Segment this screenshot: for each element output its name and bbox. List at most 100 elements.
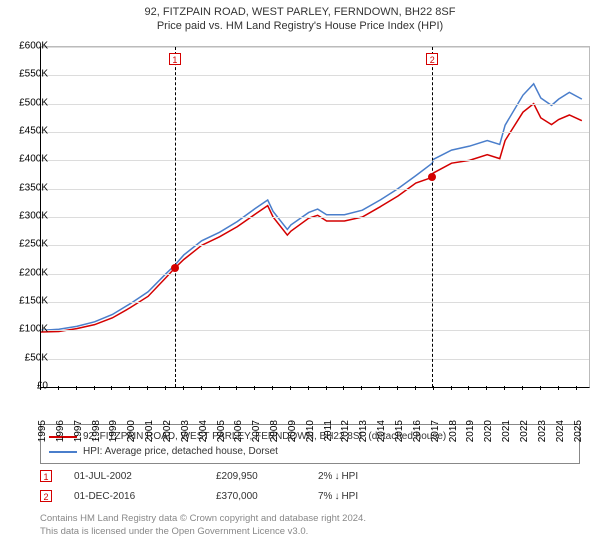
- x-axis-label: 2015: [394, 420, 405, 442]
- sale-marker-box-1: 1: [169, 53, 181, 65]
- x-axis-label: 2008: [269, 420, 280, 442]
- x-tick: [540, 386, 541, 390]
- x-axis-label: 2023: [537, 420, 548, 442]
- x-axis-label: 2020: [483, 420, 494, 442]
- x-tick: [504, 386, 505, 390]
- x-tick: [111, 386, 112, 390]
- gridline-h: [41, 359, 589, 360]
- y-axis-label: £250K: [4, 239, 48, 250]
- y-axis-label: £150K: [4, 296, 48, 307]
- x-axis-label: 2014: [376, 420, 387, 442]
- y-axis-label: £400K: [4, 154, 48, 165]
- x-tick: [397, 386, 398, 390]
- y-axis-label: £200K: [4, 267, 48, 278]
- x-axis-label: 1996: [55, 420, 66, 442]
- x-axis-label: 2005: [216, 420, 227, 442]
- down-arrow-icon: [334, 491, 339, 502]
- gridline-h: [41, 217, 589, 218]
- x-tick: [343, 386, 344, 390]
- x-tick: [254, 386, 255, 390]
- sale-price-1: £209,950: [216, 471, 296, 482]
- x-tick: [451, 386, 452, 390]
- x-tick: [290, 386, 291, 390]
- x-tick: [147, 386, 148, 390]
- x-axis-label: 2022: [519, 420, 530, 442]
- x-axis-label: 2024: [555, 420, 566, 442]
- sale-date-2: 01-DEC-2016: [74, 491, 194, 502]
- gridline-h: [41, 189, 589, 190]
- sale-dot-1: [171, 264, 179, 272]
- y-axis-label: £0: [4, 381, 48, 392]
- x-axis-label: 2000: [126, 420, 137, 442]
- y-axis-label: £350K: [4, 182, 48, 193]
- x-axis-label: 1998: [91, 420, 102, 442]
- x-tick: [165, 386, 166, 390]
- title-block: 92, FITZPAIN ROAD, WEST PARLEY, FERNDOWN…: [0, 0, 600, 34]
- gridline-h: [41, 302, 589, 303]
- y-axis-label: £450K: [4, 126, 48, 137]
- x-tick: [522, 386, 523, 390]
- plot-area: 12: [40, 46, 590, 388]
- legend-row-hpi: HPI: Average price, detached house, Dors…: [49, 444, 571, 459]
- x-axis-label: 2002: [162, 420, 173, 442]
- x-axis-label: 2025: [573, 420, 584, 442]
- x-axis-label: 2001: [144, 420, 155, 442]
- gridline-h: [41, 330, 589, 331]
- y-axis-label: £550K: [4, 69, 48, 80]
- sales-table: 1 01-JUL-2002 £209,950 2% HPI 2 01-DEC-2…: [40, 466, 580, 506]
- x-axis-label: 2010: [305, 420, 316, 442]
- x-tick: [94, 386, 95, 390]
- y-axis-label: £500K: [4, 97, 48, 108]
- x-tick: [219, 386, 220, 390]
- gridline-h: [41, 274, 589, 275]
- x-tick: [40, 386, 41, 390]
- footer-attribution: Contains HM Land Registry data © Crown c…: [40, 512, 580, 538]
- x-axis-label: 1995: [37, 420, 48, 442]
- sale-vline-2: [432, 47, 433, 387]
- x-tick: [558, 386, 559, 390]
- gridline-h: [41, 245, 589, 246]
- chart-container: 92, FITZPAIN ROAD, WEST PARLEY, FERNDOWN…: [0, 0, 600, 560]
- gridline-h: [41, 47, 589, 48]
- x-axis-label: 1997: [73, 420, 84, 442]
- x-tick: [272, 386, 273, 390]
- x-axis-label: 2021: [501, 420, 512, 442]
- gridline-h: [41, 160, 589, 161]
- x-tick: [576, 386, 577, 390]
- sales-row-2: 2 01-DEC-2016 £370,000 7% HPI: [40, 486, 580, 506]
- y-axis-label: £50K: [4, 352, 48, 363]
- sales-row-1: 1 01-JUL-2002 £209,950 2% HPI: [40, 466, 580, 486]
- x-tick: [76, 386, 77, 390]
- gridline-h: [41, 104, 589, 105]
- x-axis-label: 2019: [465, 420, 476, 442]
- x-tick: [361, 386, 362, 390]
- y-axis-label: £100K: [4, 324, 48, 335]
- x-tick: [129, 386, 130, 390]
- x-tick: [183, 386, 184, 390]
- x-tick: [486, 386, 487, 390]
- x-tick: [326, 386, 327, 390]
- x-axis-label: 2006: [233, 420, 244, 442]
- series-line-hpi: [41, 84, 582, 331]
- sale-marker-1: 1: [40, 470, 52, 482]
- x-tick: [468, 386, 469, 390]
- legend-label-hpi: HPI: Average price, detached house, Dors…: [83, 444, 278, 459]
- x-tick: [415, 386, 416, 390]
- x-axis-label: 2016: [412, 420, 423, 442]
- gridline-h: [41, 75, 589, 76]
- sale-dot-2: [428, 173, 436, 181]
- title-main: 92, FITZPAIN ROAD, WEST PARLEY, FERNDOWN…: [10, 6, 590, 18]
- legend-label-property: 92, FITZPAIN ROAD, WEST PARLEY, FERNDOWN…: [83, 429, 446, 444]
- x-axis-label: 2013: [358, 420, 369, 442]
- x-axis-label: 2009: [287, 420, 298, 442]
- title-sub: Price paid vs. HM Land Registry's House …: [10, 20, 590, 32]
- y-axis-label: £600K: [4, 41, 48, 52]
- y-axis-label: £300K: [4, 211, 48, 222]
- x-tick: [308, 386, 309, 390]
- x-tick: [433, 386, 434, 390]
- sale-diff-2: 7% HPI: [318, 491, 398, 502]
- x-axis-label: 2003: [180, 420, 191, 442]
- down-arrow-icon: [334, 471, 339, 482]
- x-tick: [201, 386, 202, 390]
- sale-marker-2: 2: [40, 490, 52, 502]
